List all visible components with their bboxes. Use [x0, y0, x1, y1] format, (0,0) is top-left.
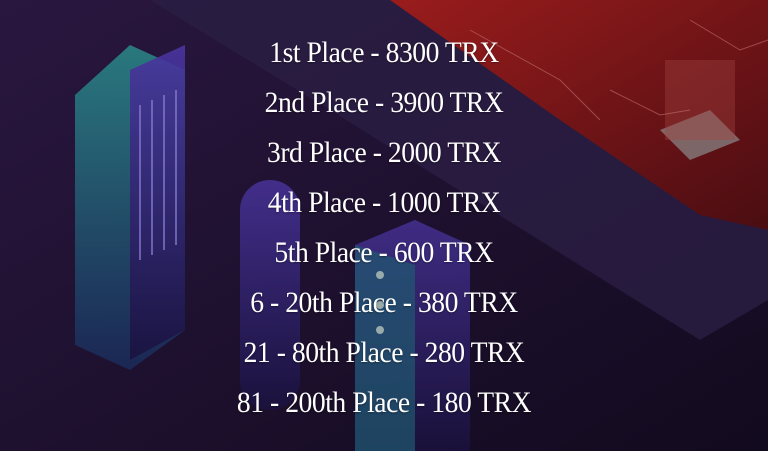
prize-1st: 1st Place - 8300 TRX [269, 36, 499, 69]
prize-2nd: 2nd Place - 3900 TRX [264, 86, 504, 119]
prize-5th: 5th Place - 600 TRX [274, 236, 494, 269]
prize-4th: 4th Place - 1000 TRX [267, 186, 501, 219]
prize-list: 1st Place - 8300 TRX 2nd Place - 3900 TR… [0, 28, 768, 428]
red-block [390, 0, 768, 230]
prize-81-200: 81 - 200th Place - 180 TRX [236, 386, 532, 419]
prize-6-20: 6 - 20th Place - 380 TRX [250, 286, 518, 319]
prize-21-80: 21 - 80th Place - 280 TRX [243, 336, 525, 369]
prize-3rd: 3rd Place - 2000 TRX [266, 136, 502, 169]
building-cylinder [240, 180, 300, 410]
